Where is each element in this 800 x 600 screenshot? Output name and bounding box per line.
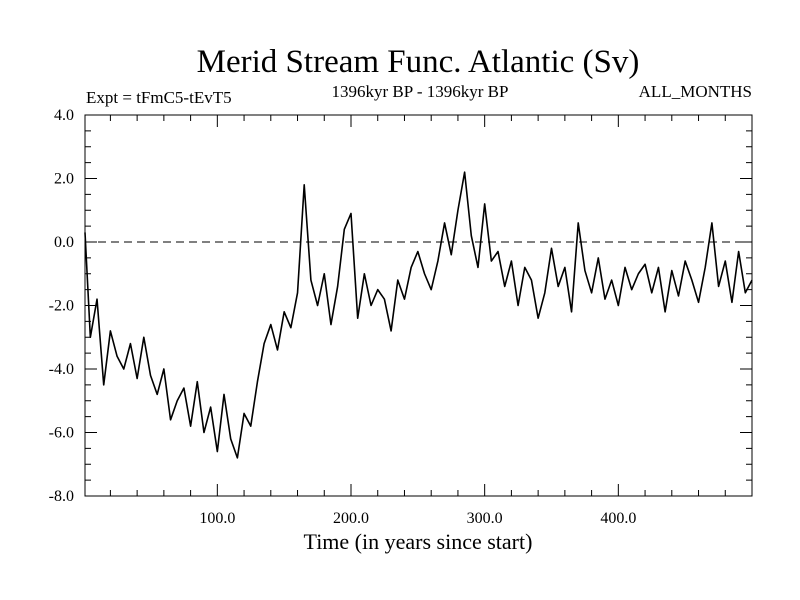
x-tick-label: 400.0 [600,510,636,527]
y-tick-label: 0.0 [54,234,74,251]
months-label: ALL_MONTHS [639,82,752,101]
plot-frame [84,114,753,497]
x-tick-label: 300.0 [467,510,503,527]
y-tick-label: -6.0 [49,425,74,442]
chart-title: Merid Stream Func. Atlantic (Sv) [197,44,640,80]
period-label: 1396kyr BP - 1396kyr BP [332,82,509,101]
series-line [84,171,753,459]
axis-ticks [85,114,752,497]
x-tick-label: 100.0 [199,510,235,527]
y-tick-label: 2.0 [54,171,74,188]
y-tick-label: -4.0 [49,361,74,378]
x-tick-label: 200.0 [333,510,369,527]
y-tick-label: -2.0 [49,298,74,315]
tick-labels: 100.0 200.0 300.0 400.0 -8.0 -6.0 -4.0 -2.0 0.0 2… [49,107,637,527]
experiment-label: Expt = tFmC5-tEvT5 [86,88,232,107]
x-axis-label: Time (in years since start) [304,529,533,554]
y-tick-label: -8.0 [49,488,74,505]
y-tick-label: 4.0 [54,107,74,124]
